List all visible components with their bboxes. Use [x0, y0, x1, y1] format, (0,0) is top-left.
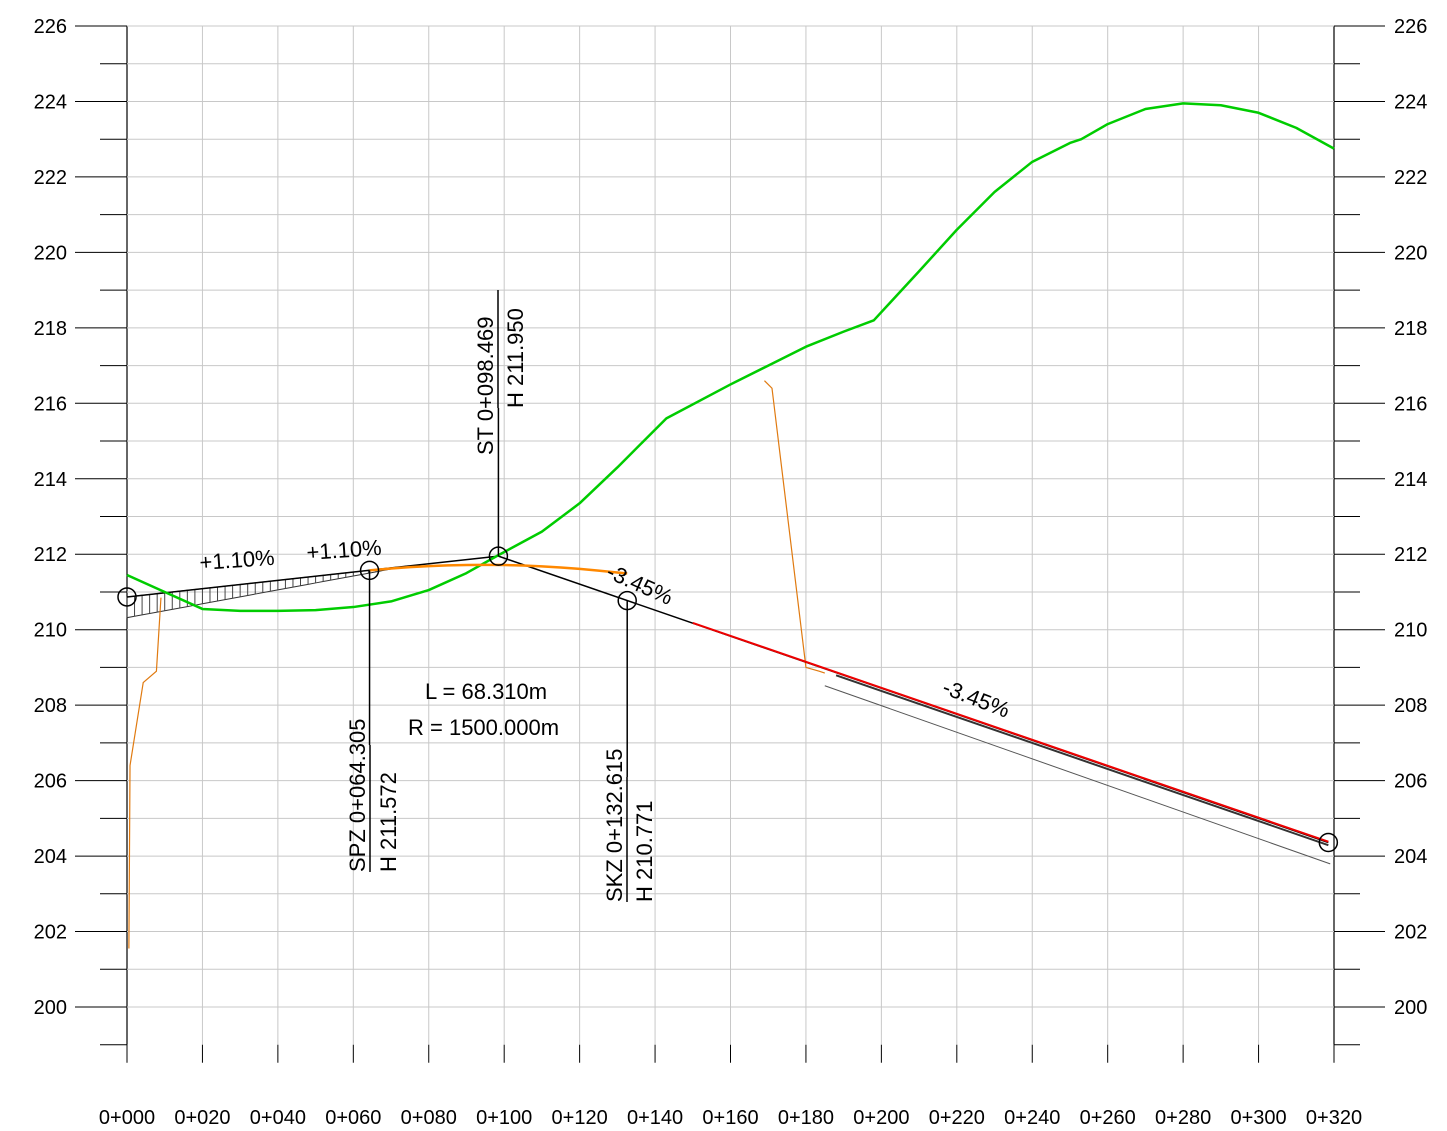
x-tick-label: 0+100 [476, 1107, 532, 1129]
tangent-line [126, 555, 499, 598]
x-tick-label: 0+020 [174, 1107, 230, 1129]
x-tick-label: 0+260 [1080, 1107, 1136, 1129]
x-tick-label: 0+180 [778, 1107, 834, 1129]
y-tick-label-right: 202 [1394, 922, 1427, 944]
x-tick-label: 0+280 [1155, 1107, 1211, 1129]
x-tick-label: 0+060 [325, 1107, 381, 1129]
profile-point-marker [617, 590, 637, 611]
curve-length-label: L = 68.310m [425, 679, 547, 704]
y-tick-label-right: 214 [1394, 469, 1427, 491]
y-tick-label-left: 224 [34, 91, 67, 113]
spz-station-label: SPZ 0+064.305 [345, 718, 370, 872]
x-tick-label: 0+220 [929, 1107, 985, 1129]
grade-label-1: +1.10% [199, 545, 276, 575]
profile-point-marker [117, 587, 137, 607]
curve-radius-label: R = 1500.000m [408, 715, 559, 740]
subgrade-line [824, 685, 1331, 865]
st-station-label: ST 0+098.469 [473, 317, 498, 455]
x-tick-label: 0+240 [1004, 1107, 1060, 1129]
auxiliary-orange-line [764, 380, 825, 674]
y-tick-label-left: 206 [34, 771, 67, 793]
x-tick-label: 0+040 [250, 1107, 306, 1129]
y-tick-label-right: 204 [1394, 846, 1427, 868]
y-tick-label-left: 202 [34, 922, 67, 944]
y-tick-label-left: 212 [34, 544, 67, 566]
y-tick-label-right: 216 [1394, 393, 1427, 415]
profile-points [117, 546, 1339, 853]
pavement-layer-line [835, 674, 1329, 847]
y-tick-label-left: 216 [34, 393, 67, 415]
y-tick-label-left: 218 [34, 318, 67, 340]
x-tick-label: 0+000 [99, 1107, 155, 1129]
y-tick-label-left: 220 [34, 242, 67, 264]
terrain-line [126, 102, 1335, 613]
skz-height-label: H 210.771 [632, 800, 657, 902]
profile-series [126, 102, 1335, 949]
y-tick-label-left: 200 [34, 997, 67, 1019]
grid [126, 25, 1335, 1045]
profile-point-marker [359, 560, 380, 581]
vertical-curve-line [369, 563, 628, 575]
x-tick-label: 0+300 [1230, 1107, 1286, 1129]
y-tick-label-right: 224 [1394, 91, 1427, 113]
x-tick-label: 0+320 [1306, 1107, 1362, 1129]
x-tick-label: 0+160 [702, 1107, 758, 1129]
profile-point-marker [488, 546, 509, 566]
st-height-label: H 211.950 [503, 308, 528, 408]
y-tick-label-left: 210 [34, 620, 67, 642]
skz-station-label: SKZ 0+132.615 [602, 748, 627, 902]
axis-ticks: 0+000 0+020 0+040 0+060 0+080 0+100 0+120 0+140… [34, 16, 1428, 1129]
y-tick-label-right: 220 [1394, 242, 1427, 264]
x-tick-label: 0+080 [401, 1107, 457, 1129]
x-tick-label: 0+140 [627, 1107, 683, 1129]
y-tick-label-right: 218 [1394, 318, 1427, 340]
x-tick-label: 0+200 [853, 1107, 909, 1129]
y-tick-label-right: 208 [1394, 695, 1427, 717]
profile-point-marker [1318, 832, 1339, 853]
y-tick-label-left: 204 [34, 846, 67, 868]
y-tick-label-right: 200 [1394, 997, 1427, 1019]
y-tick-label-left: 226 [34, 16, 67, 38]
y-tick-label-right: 212 [1394, 544, 1427, 566]
y-tick-label-left: 214 [34, 469, 67, 491]
y-tick-label-left: 222 [34, 167, 67, 189]
grade-label-2: +1.10% [306, 535, 383, 565]
spz-height-label: H 211.572 [376, 772, 401, 872]
grade-label-3: -3.45% [603, 559, 677, 610]
x-tick-label: 0+120 [552, 1107, 608, 1129]
y-tick-label-right: 206 [1394, 771, 1427, 793]
y-tick-label-right: 222 [1394, 167, 1427, 189]
grade-line-line [692, 621, 1329, 843]
auxiliary-orange-line [128, 597, 162, 949]
y-tick-label-right: 210 [1394, 620, 1427, 642]
y-tick-label-left: 208 [34, 695, 67, 717]
y-tick-label-right: 226 [1394, 16, 1427, 38]
